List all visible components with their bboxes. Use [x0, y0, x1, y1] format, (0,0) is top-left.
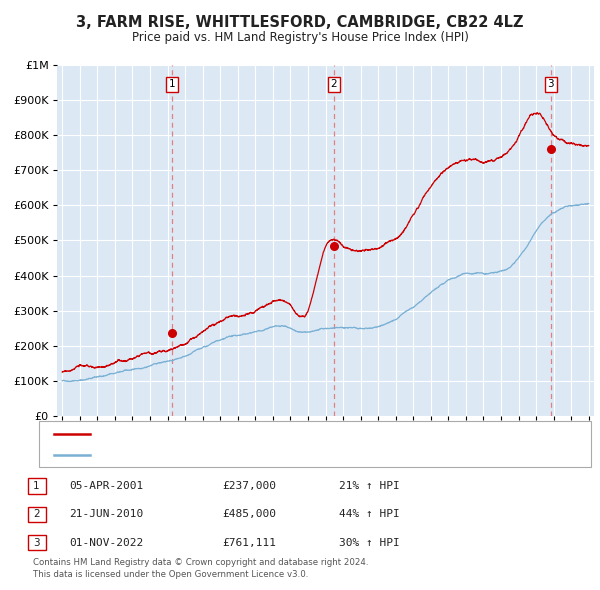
Text: 3: 3: [547, 79, 554, 89]
Text: 21% ↑ HPI: 21% ↑ HPI: [339, 481, 400, 491]
Text: 2: 2: [33, 510, 40, 519]
Text: HPI: Average price, detached house, South Cambridgeshire: HPI: Average price, detached house, Sout…: [97, 450, 407, 460]
Text: 30% ↑ HPI: 30% ↑ HPI: [339, 538, 400, 548]
Text: 1: 1: [169, 79, 176, 89]
Text: 21-JUN-2010: 21-JUN-2010: [69, 510, 143, 519]
Text: 44% ↑ HPI: 44% ↑ HPI: [339, 510, 400, 519]
Text: 3: 3: [33, 538, 40, 548]
Text: 05-APR-2001: 05-APR-2001: [69, 481, 143, 491]
Text: 3, FARM RISE, WHITTLESFORD, CAMBRIDGE, CB22 4LZ (detached house): 3, FARM RISE, WHITTLESFORD, CAMBRIDGE, C…: [97, 429, 475, 439]
Text: £485,000: £485,000: [222, 510, 276, 519]
Text: 1: 1: [33, 481, 40, 491]
Text: £237,000: £237,000: [222, 481, 276, 491]
Text: £761,111: £761,111: [222, 538, 276, 548]
Text: 2: 2: [331, 79, 337, 89]
Text: Contains HM Land Registry data © Crown copyright and database right 2024.
This d: Contains HM Land Registry data © Crown c…: [33, 558, 368, 579]
Text: 01-NOV-2022: 01-NOV-2022: [69, 538, 143, 548]
Text: 3, FARM RISE, WHITTLESFORD, CAMBRIDGE, CB22 4LZ: 3, FARM RISE, WHITTLESFORD, CAMBRIDGE, C…: [76, 15, 524, 30]
Text: Price paid vs. HM Land Registry's House Price Index (HPI): Price paid vs. HM Land Registry's House …: [131, 31, 469, 44]
